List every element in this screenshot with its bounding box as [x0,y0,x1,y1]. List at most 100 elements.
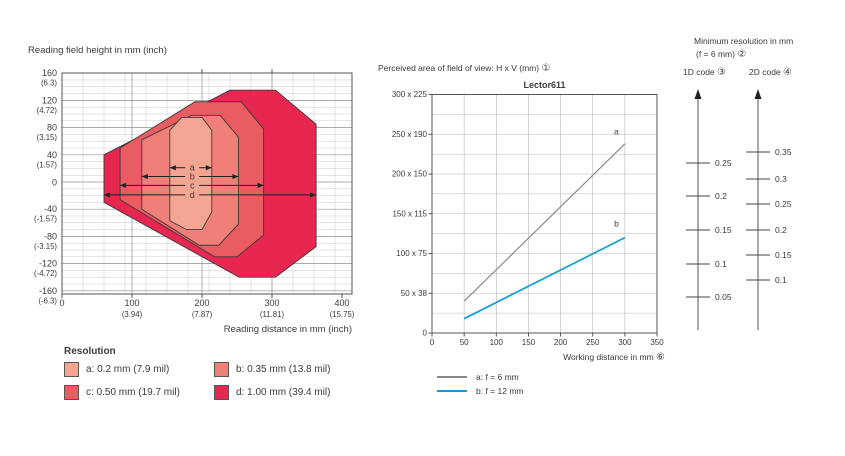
svg-text:300: 300 [618,338,632,347]
svg-text:250 x 190: 250 x 190 [392,130,428,139]
legend-label-d: d: 1.00 mm (39.4 mil) [236,387,331,398]
legend-swatch-b [214,362,229,377]
svg-text:50: 50 [460,338,469,347]
svg-text:200: 200 [554,338,568,347]
svg-text:-160: -160 [39,286,57,296]
legend-label-f12: b: f = 12 mm [476,386,524,396]
legend-item-a: a: 0.2 mm (7.9 mil) [64,362,214,377]
svg-text:0: 0 [423,329,428,338]
svg-text:(-1.57): (-1.57) [34,215,57,224]
svg-text:0.1: 0.1 [775,275,787,285]
scale-axis-2d: 0.35 0.3 0.25 0.2 0.15 0.1 [746,89,792,330]
svg-text:100: 100 [124,298,139,308]
svg-text:300 x 225: 300 x 225 [392,90,428,99]
svg-text:(7.87): (7.87) [192,310,213,319]
svg-text:0: 0 [59,298,64,308]
legend-swatch-d [214,385,229,400]
marker-4-icon: ④ [783,67,793,78]
left-chart-tick-labels: 160(6.3) 120(4.72) 80(3.15) 40(1.57) 0 -40(-1… [34,68,355,319]
svg-text:300: 300 [264,298,279,308]
right-panel-title-text: (f = 6 mm) [696,49,735,59]
svg-text:0.25: 0.25 [715,158,732,168]
resolution-legend: Resolution a: 0.2 mm (7.9 mil) b: 0.35 m… [64,346,364,408]
legend-item-f12: b: f = 12 mm [437,384,523,398]
legend-label-b: b: 0.35 mm (13.8 mil) [236,364,331,375]
svg-text:(3.15): (3.15) [37,133,58,142]
scale-axis-1d: 0.25 0.2 0.15 0.1 0.05 [686,89,732,330]
gray-line-swatch [437,376,467,378]
svg-text:a: a [614,126,619,136]
right-panel-title-line1: Minimum resolution in mm [694,36,794,46]
svg-text:(11.81): (11.81) [260,310,285,319]
svg-text:0.2: 0.2 [715,191,727,201]
marker-3-icon: ③ [717,67,727,78]
left-chart-x-axis-title: Reading distance in mm (inch) [223,324,352,335]
marker-6-icon: ⑥ [656,352,665,363]
svg-text:0.2: 0.2 [775,225,787,235]
svg-text:0.05: 0.05 [715,292,732,302]
reading-field-polygons [103,89,317,278]
svg-text:b: b [614,218,619,228]
svg-text:0.3: 0.3 [775,174,787,184]
middle-chart-grid [428,94,658,337]
left-chart-y-axis-title: Reading field height in mm (inch) [28,45,167,56]
svg-text:80: 80 [47,123,57,133]
reading-field-a [169,116,213,231]
middle-chart-x-axis-title: Working distance in mm ⑥ [490,352,665,363]
svg-text:d: d [190,190,195,200]
legend-title: Resolution [64,346,116,357]
svg-text:100 x 75: 100 x 75 [396,249,427,258]
series-line-a [463,143,626,302]
svg-text:350: 350 [650,338,664,347]
scale-2d-text: 2D code [749,67,781,77]
legend-label-a: a: 0.2 mm (7.9 mil) [86,364,170,375]
svg-text:(6.3): (6.3) [41,79,57,88]
middle-chart-title: Lector611 [523,80,566,90]
svg-text:100: 100 [490,338,504,347]
legend-swatch-a [64,362,79,377]
marker-1-icon: ① [541,63,551,74]
scale-1d-text: 1D code [683,67,715,77]
svg-text:0.35: 0.35 [775,147,792,157]
legend-item-d: d: 1.00 mm (39.4 mil) [214,385,364,400]
svg-text:(3.94): (3.94) [122,310,143,319]
svg-text:250: 250 [586,338,600,347]
legend-label-c: c: 0.50 mm (19.7 mil) [86,387,180,398]
svg-text:200: 200 [194,298,209,308]
legend-item-f6: a: f = 6 mm [437,370,523,384]
svg-text:400: 400 [334,298,349,308]
svg-text:160: 160 [42,68,57,78]
svg-text:0: 0 [52,178,57,188]
svg-text:(15.75): (15.75) [330,310,355,319]
svg-text:(-6.3): (-6.3) [38,296,57,305]
svg-text:0.25: 0.25 [775,199,792,209]
svg-text:40: 40 [47,150,57,160]
svg-text:150: 150 [522,338,536,347]
focal-length-legend: a: f = 6 mm b: f = 12 mm [437,370,523,398]
left-chart-frame [61,69,353,298]
fov-series-lines: ab [463,126,626,320]
blue-line-swatch [437,390,467,392]
scale-label-1d-code: 1D code ③ [683,67,726,78]
middle-chart-x-axis-text: Working distance in mm [563,352,654,362]
middle-chart-header: Perceived area of field of view: H x V (… [378,63,550,74]
svg-text:200 x 150: 200 x 150 [392,170,428,179]
svg-text:0.15: 0.15 [775,250,792,260]
svg-text:-120: -120 [39,259,57,269]
svg-text:0.15: 0.15 [715,225,732,235]
svg-text:(1.57): (1.57) [37,160,58,169]
middle-chart-header-text: Perceived area of field of view: H x V (… [378,63,540,73]
svg-text:(-4.72): (-4.72) [34,269,57,278]
svg-text:50 x 38: 50 x 38 [401,289,428,298]
svg-text:120: 120 [42,95,57,105]
svg-text:(4.72): (4.72) [37,106,58,115]
svg-text:c: c [190,180,195,190]
svg-text:-40: -40 [44,204,57,214]
middle-chart-tick-labels: 0 50 x 38 100 x 75 150 x 115 200 x 150 250 x … [392,90,664,347]
svg-text:a: a [190,163,195,173]
legend-label-f6: a: f = 6 mm [476,372,519,382]
svg-text:150 x 115: 150 x 115 [392,209,427,218]
svg-text:-80: -80 [44,231,57,241]
